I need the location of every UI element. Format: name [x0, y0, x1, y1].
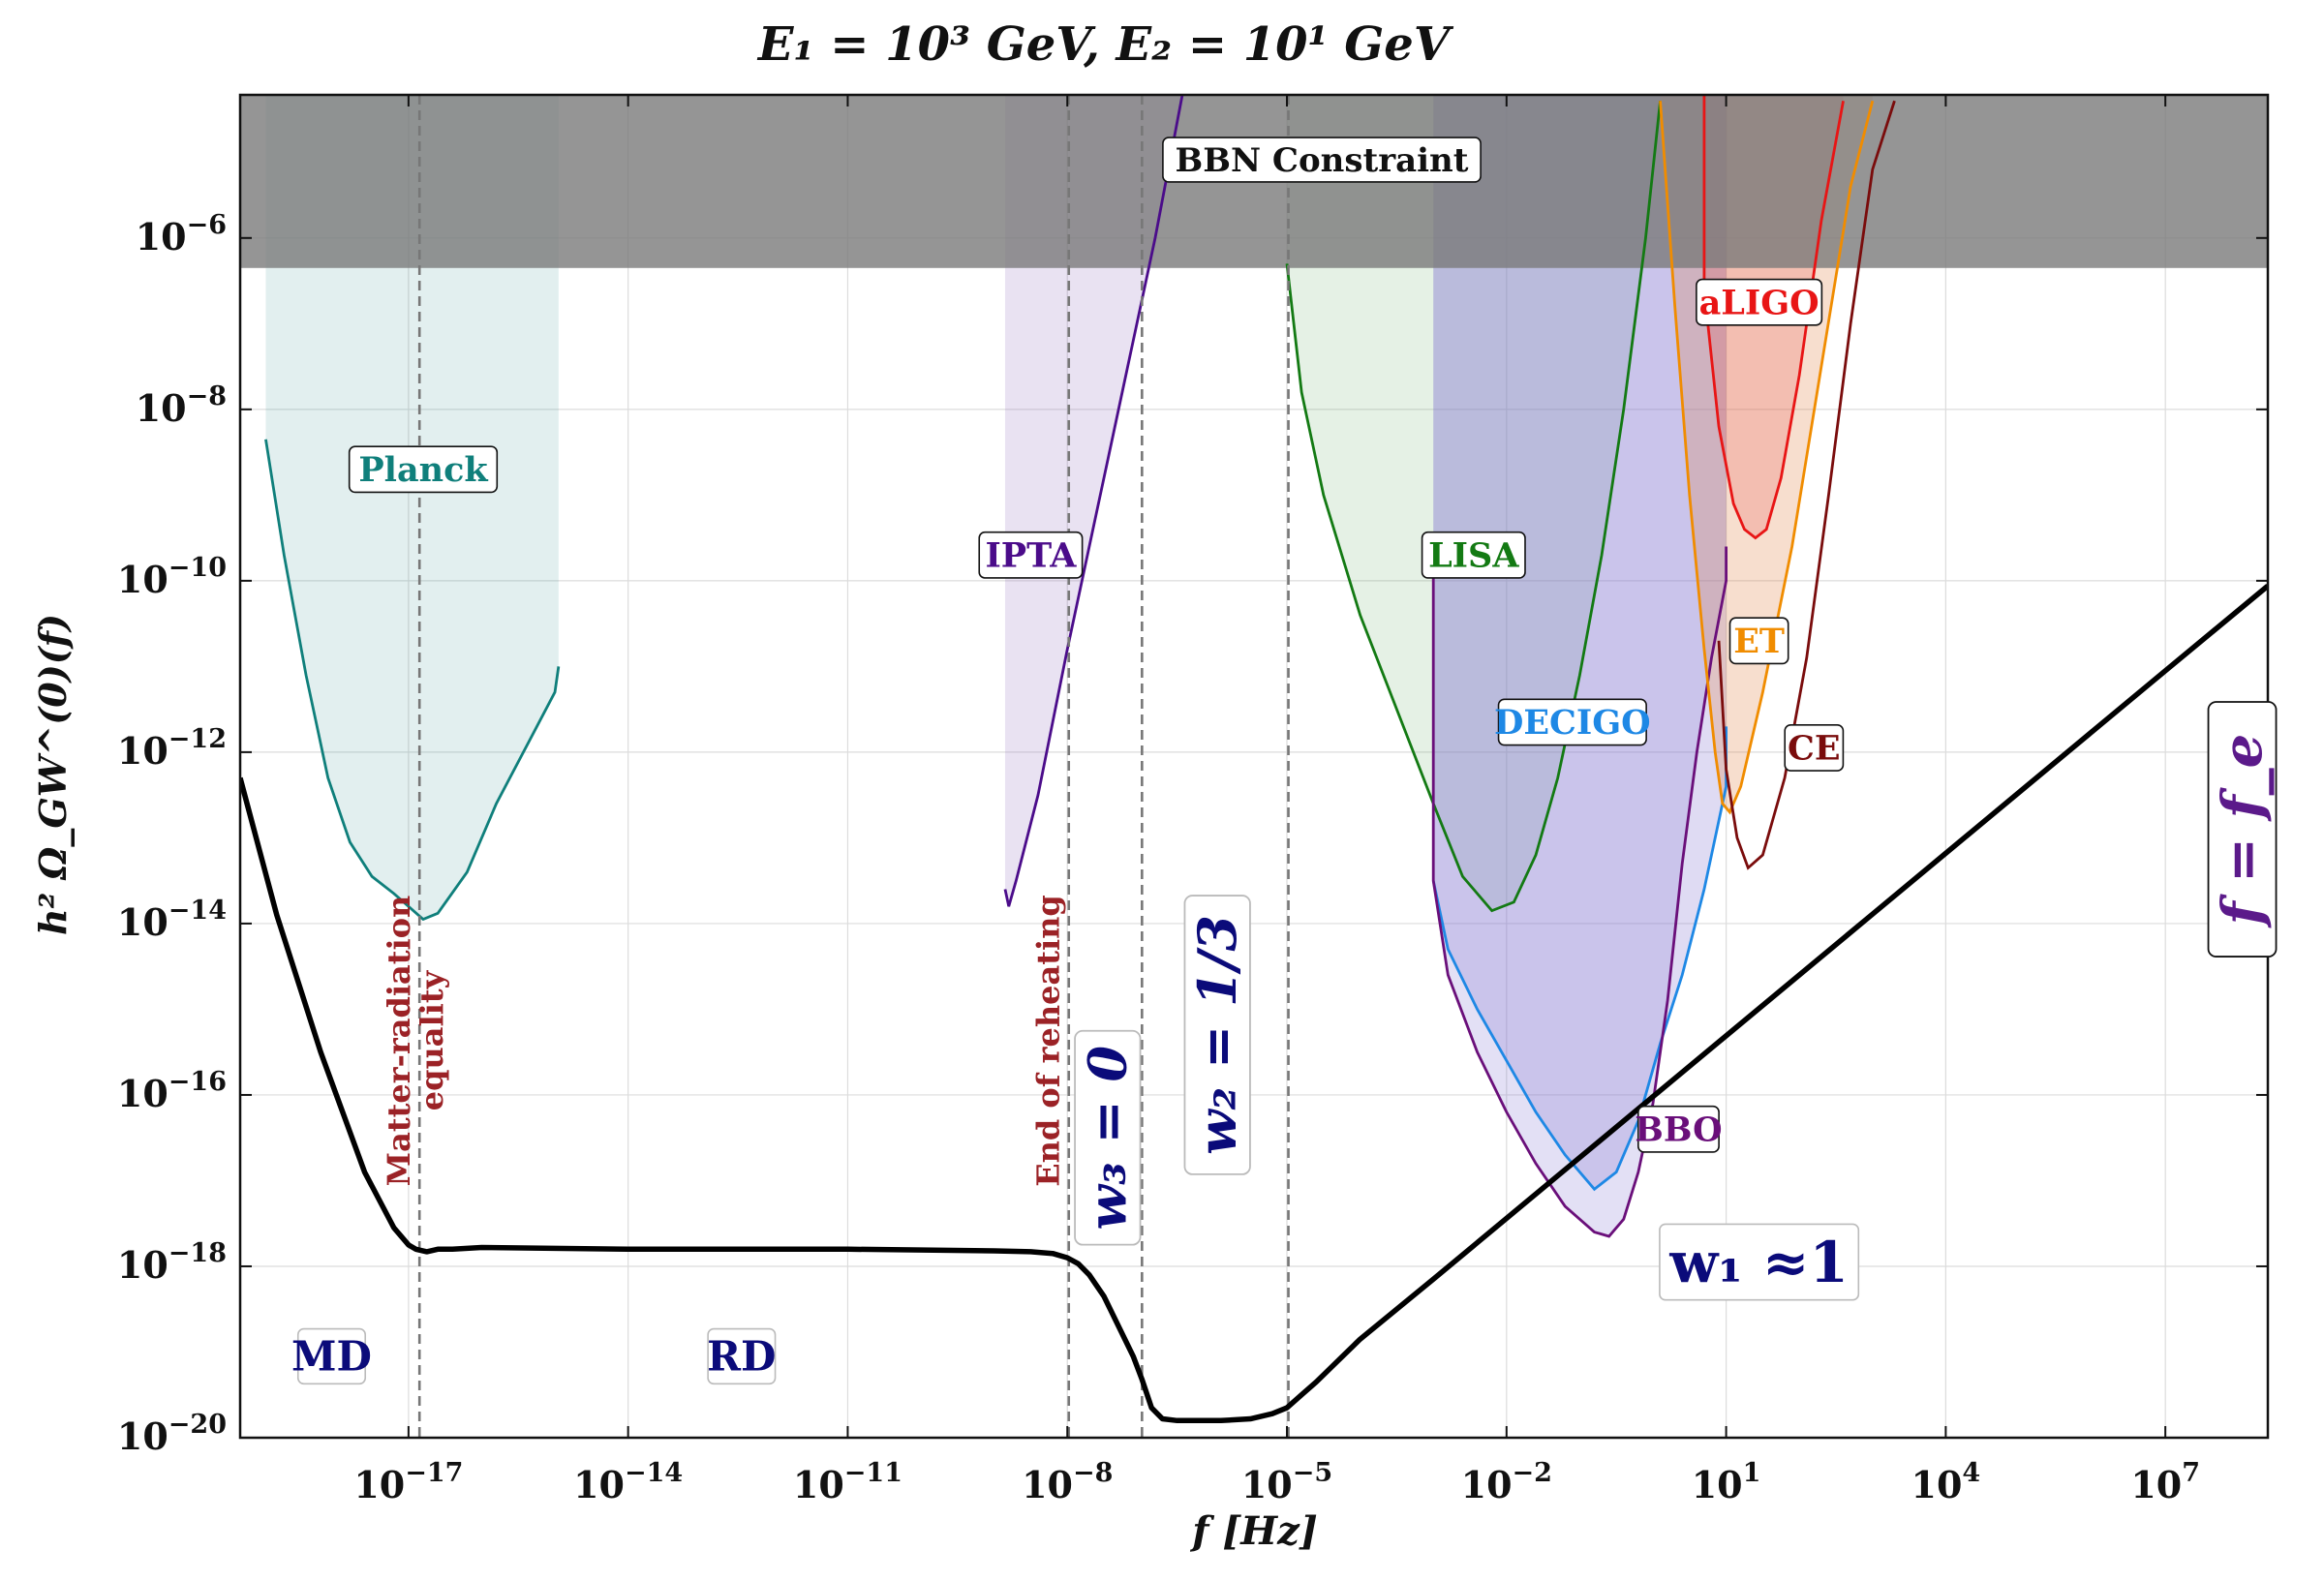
- detector-label-decigo-text: DECIGO: [1494, 703, 1651, 743]
- x-tick-label: 10−8: [1022, 1458, 1113, 1506]
- sensitivity-fill-planck: [265, 95, 559, 920]
- y-tick-label: 10−10: [117, 553, 227, 601]
- x-tick-label: 104: [1911, 1458, 1981, 1506]
- detector-label-ce-text: CE: [1788, 729, 1841, 769]
- sensitivity-curve-lisa: [1285, 101, 1662, 913]
- detector-label-aligo-text: aLIGO: [1699, 283, 1819, 322]
- region-label: w₁ ≈1: [1659, 1223, 1860, 1301]
- detector-label-bbo-box: [1637, 1105, 1720, 1153]
- vline-label-end-of-reheating: End of reheating: [1030, 895, 1067, 1187]
- detector-label-planck-text: Planck: [358, 450, 488, 490]
- sensitivity-curve-planck: [264, 439, 561, 922]
- sensitivity-curve-decigo: [1431, 726, 1728, 1192]
- y-tick-label: 10−18: [117, 1238, 227, 1287]
- detector-label-planck: Planck: [348, 445, 499, 494]
- y-tick-label: 10−20: [117, 1410, 227, 1458]
- sensitivity-curve-ipta: [1003, 95, 1184, 907]
- y-tick-label: 10−14: [117, 896, 227, 944]
- bbn-label: BBN Constraint: [1162, 137, 1482, 183]
- detector-label-ipta-text: IPTA: [985, 536, 1077, 576]
- detector-label-ce: CE: [1784, 724, 1845, 772]
- detector-label-ce-box: [1784, 724, 1845, 772]
- rotated-label-box: [2207, 701, 2278, 958]
- region-label-text: RD: [707, 1333, 776, 1381]
- region-label-box: [296, 1327, 367, 1385]
- detector-label-bbo-text: BBO: [1635, 1110, 1722, 1150]
- detector-label-et-box: [1728, 617, 1789, 665]
- sensitivity-fill-bbo: [1433, 95, 1727, 1236]
- y-tick-label: 10−6: [136, 210, 227, 258]
- sensitivity-fill-ipta: [1004, 95, 1182, 907]
- rotated-label-text: w₃ = 0: [1077, 1046, 1139, 1231]
- detector-label-aligo-box: [1696, 278, 1823, 326]
- rotated-label: w₃ = 0: [1074, 1029, 1142, 1246]
- x-axis-label: f [Hz]: [1189, 1508, 1318, 1554]
- detector-label-decigo-box: [1497, 698, 1647, 746]
- detector-label-lisa: LISA: [1421, 531, 1526, 579]
- x-tick-label: 10−5: [1241, 1458, 1332, 1506]
- region-label: RD: [707, 1327, 777, 1385]
- detector-label-planck-box: [348, 445, 499, 494]
- sensitivity-curve-bbo: [1431, 546, 1728, 1238]
- vline-label-matter-radiation-equality: Matter-radiation: [381, 896, 417, 1187]
- x-tick-label: 10−2: [1461, 1458, 1552, 1506]
- x-tick-label: 101: [1692, 1458, 1761, 1506]
- region-label-box: [1659, 1223, 1860, 1301]
- rotated-label: f = f_e: [2207, 701, 2278, 958]
- y-tick-label: 10−12: [117, 724, 227, 773]
- detector-label-ipta-box: [978, 531, 1084, 579]
- detector-label-ipta: IPTA: [978, 531, 1084, 579]
- x-tick-label: 107: [2130, 1458, 2200, 1506]
- clipped-layer: [240, 95, 2268, 1438]
- rotated-label-text: f = f_e: [2211, 734, 2275, 929]
- region-label-text: w₁ ≈1: [1668, 1230, 1848, 1295]
- bbn-label-text: BBN Constraint: [1176, 141, 1469, 180]
- y-axis-label: h² Ω_GW^(0)(f): [31, 614, 75, 935]
- plot-area: 10−17 10−14 10−11 10−8 10−5 10−2 101 104 107 10−2…: [117, 93, 2278, 1506]
- rotated-label-box: [1183, 895, 1251, 1175]
- region-label-box: [707, 1327, 777, 1385]
- rotated-label: w₂ = 1/3: [1183, 895, 1251, 1175]
- chart-title: E₁ = 10³ GeV, E₂ = 10¹ GeV: [756, 17, 1454, 72]
- detector-label-et: ET: [1728, 617, 1789, 665]
- vline-label-matter-radiation-equality: equality: [413, 969, 450, 1110]
- rotated-label-text: w₂ = 1/3: [1186, 915, 1248, 1155]
- x-tick-label: 10−11: [793, 1458, 902, 1506]
- y-tick-label: 10−16: [117, 1067, 227, 1115]
- series-line-omega-gw: [240, 584, 2268, 1424]
- detector-label-et-text: ET: [1733, 622, 1785, 661]
- sensitivity-fill-et: [1660, 95, 1873, 812]
- x-tick-label: 10−17: [353, 1458, 463, 1506]
- region-label-text: MD: [291, 1333, 372, 1381]
- sensitivity-fill-decigo: [1433, 95, 1727, 1190]
- detector-label-aligo: aLIGO: [1696, 278, 1823, 326]
- rotated-label-box: [1074, 1029, 1142, 1246]
- detector-label-lisa-box: [1421, 531, 1526, 579]
- y-tick-label: 10−8: [136, 381, 227, 430]
- region-label: MD: [291, 1327, 372, 1385]
- detector-label-lisa-text: LISA: [1428, 536, 1519, 576]
- detector-label-bbo: BBO: [1635, 1105, 1723, 1153]
- x-tick-label: 10−14: [573, 1458, 683, 1506]
- detector-label-decigo: DECIGO: [1494, 698, 1651, 746]
- sensitivity-curve-ce: [1717, 100, 1896, 870]
- bbn-label-box: [1162, 137, 1482, 183]
- sensitivity-curve-et: [1659, 100, 1875, 815]
